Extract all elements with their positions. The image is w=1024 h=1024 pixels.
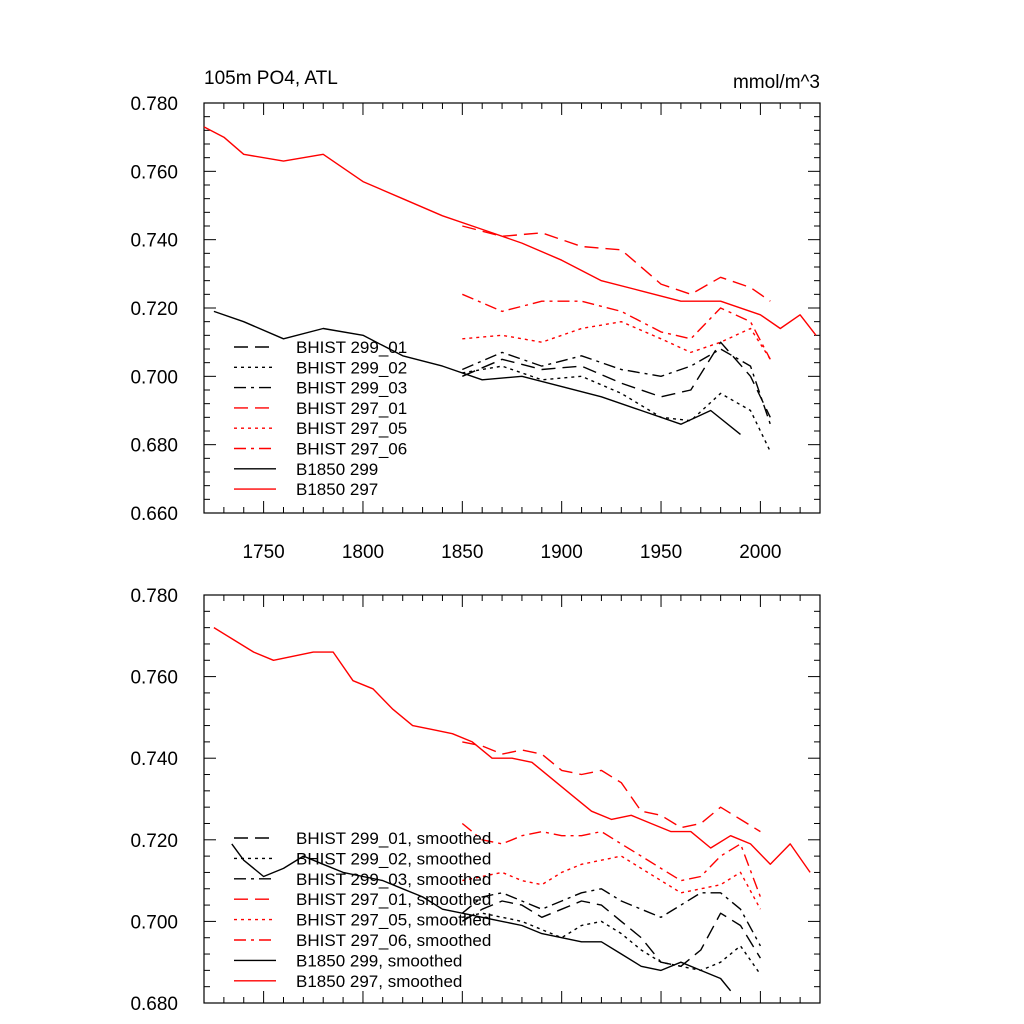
legend-label: BHIST 297_06, smoothed — [296, 931, 491, 950]
series-line-bhist-297-06 — [462, 293, 771, 360]
x-tick-label: 1950 — [640, 542, 682, 563]
x-tick-label: 1750 — [242, 542, 284, 563]
series-line-bhist-299-01 — [462, 341, 771, 418]
series-line-bhist-299-02-smoothed — [462, 912, 761, 975]
series-line-b1850-297-smoothed — [213, 627, 811, 873]
series-line-bhist-297-05 — [462, 321, 771, 360]
x-tick-label: 2000 — [739, 542, 781, 563]
legend-label: B1850 299, smoothed — [296, 951, 462, 970]
legend-label: BHIST 299_02, smoothed — [296, 849, 491, 868]
y-tick-label: 0.740 — [130, 749, 178, 770]
y-tick-label: 0.700 — [130, 367, 178, 388]
legend-label: BHIST 297_01 — [296, 399, 407, 418]
series-line-b1850-299-smoothed — [231, 843, 732, 992]
x-tick-label: 1900 — [541, 542, 583, 563]
chart-title: 105m PO4, ATL — [204, 68, 338, 89]
y-tick-label: 0.700 — [130, 912, 178, 933]
y-tick-label: 0.660 — [130, 504, 178, 525]
legend-label: BHIST 299_03 — [296, 379, 407, 398]
y-tick-label: 0.780 — [130, 94, 178, 115]
legend-label: B1850 297 — [296, 480, 378, 499]
series-line-bhist-299-01-smoothed — [461, 900, 761, 967]
series-line-bhist-297-06-smoothed — [461, 822, 762, 898]
legend-label: BHIST 299_03, smoothed — [296, 870, 491, 889]
x-tick-label: 1850 — [441, 542, 483, 563]
series-line-b1850-297 — [203, 126, 817, 336]
legend-label: BHIST 297_06 — [296, 440, 407, 459]
chart-panel-top: 105m PO4, ATL mmol/m^3 1750 1800 1850 1900 1… — [130, 68, 821, 563]
series-line-b1850-299 — [213, 310, 741, 435]
units-label: mmol/m^3 — [733, 72, 820, 93]
chart-panel-bottom: 0.680 0.700 0.720 0.740 0.760 0.780 BHIST 299_… — [130, 586, 821, 1015]
legend-label: BHIST 297_05 — [296, 419, 407, 438]
legend-label: BHIST 299_02 — [296, 358, 407, 377]
y-tick-label: 0.760 — [130, 668, 178, 689]
legend-label: BHIST 297_05, smoothed — [296, 911, 491, 930]
legend-label: B1850 299 — [296, 460, 378, 479]
legend-label: BHIST 299_01 — [296, 338, 407, 357]
y-tick-label: 0.720 — [130, 299, 178, 320]
y-tick-label: 0.720 — [130, 831, 178, 852]
series-line-bhist-299-03-smoothed — [461, 888, 762, 947]
series-line-bhist-297-01-smoothed — [462, 741, 761, 833]
series-line-bhist-297-05-smoothed — [462, 855, 762, 910]
plot-frame — [203, 594, 821, 1004]
y-tick-label: 0.780 — [130, 586, 178, 607]
y-tick-label: 0.740 — [130, 231, 178, 252]
y-tick-label: 0.680 — [130, 994, 178, 1015]
legend-label: BHIST 297_01, smoothed — [296, 890, 491, 909]
series-line-bhist-299-02 — [462, 365, 771, 452]
series-line-bhist-297-01 — [462, 225, 771, 302]
y-tick-label: 0.760 — [130, 162, 178, 183]
legend-label: B1850 297, smoothed — [296, 972, 462, 991]
y-tick-label: 0.680 — [130, 436, 178, 457]
legend-label: BHIST 299_01, smoothed — [296, 829, 491, 848]
x-tick-label: 1800 — [342, 542, 384, 563]
